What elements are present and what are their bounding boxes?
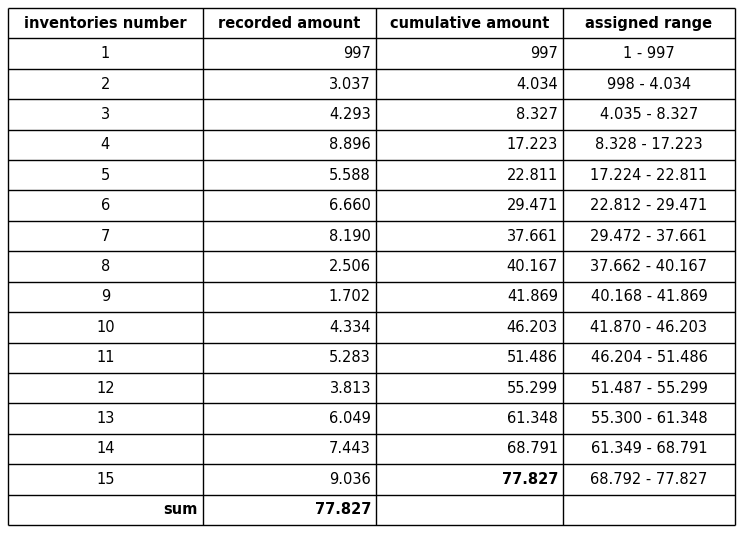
Text: inventories number: inventories number	[24, 15, 186, 31]
Text: 3: 3	[101, 107, 110, 122]
Text: 997: 997	[343, 46, 371, 61]
Text: 4.293: 4.293	[329, 107, 371, 122]
Text: 40.168 - 41.869: 40.168 - 41.869	[591, 289, 707, 304]
Text: 5.588: 5.588	[329, 168, 371, 183]
Text: 46.203: 46.203	[507, 320, 558, 335]
Text: sum: sum	[163, 502, 198, 518]
Text: 7.443: 7.443	[329, 441, 371, 456]
Text: 29.472 - 37.661: 29.472 - 37.661	[591, 229, 707, 244]
Text: 3.813: 3.813	[329, 381, 371, 395]
Text: cumulative amount: cumulative amount	[390, 15, 549, 31]
Text: 51.486: 51.486	[507, 350, 558, 365]
Text: 2.506: 2.506	[329, 259, 371, 274]
Text: 22.812 - 29.471: 22.812 - 29.471	[591, 198, 707, 213]
Text: assigned range: assigned range	[585, 15, 713, 31]
Text: 1.702: 1.702	[329, 289, 371, 304]
Text: 4.334: 4.334	[329, 320, 371, 335]
Text: 68.792 - 77.827: 68.792 - 77.827	[590, 472, 707, 487]
Text: 998 - 4.034: 998 - 4.034	[607, 77, 691, 92]
Text: 55.299: 55.299	[507, 381, 558, 395]
Text: 41.870 - 46.203: 41.870 - 46.203	[591, 320, 707, 335]
Text: 8.328 - 17.223: 8.328 - 17.223	[595, 138, 703, 152]
Text: 11: 11	[96, 350, 114, 365]
Text: 4: 4	[101, 138, 110, 152]
Text: 6.660: 6.660	[329, 198, 371, 213]
Text: 1 - 997: 1 - 997	[623, 46, 675, 61]
Text: 15: 15	[96, 472, 114, 487]
Text: 9.036: 9.036	[329, 472, 371, 487]
Text: 51.487 - 55.299: 51.487 - 55.299	[591, 381, 707, 395]
Text: 2: 2	[101, 77, 110, 92]
Text: 22.811: 22.811	[507, 168, 558, 183]
Text: 55.300 - 61.348: 55.300 - 61.348	[591, 411, 707, 426]
Text: 41.869: 41.869	[507, 289, 558, 304]
Text: 997: 997	[530, 46, 558, 61]
Text: 4.035 - 8.327: 4.035 - 8.327	[600, 107, 698, 122]
Text: 40.167: 40.167	[507, 259, 558, 274]
Text: 1: 1	[101, 46, 110, 61]
Text: 9: 9	[101, 289, 110, 304]
Text: 5: 5	[101, 168, 110, 183]
Text: 61.348: 61.348	[507, 411, 558, 426]
Text: 4.034: 4.034	[516, 77, 558, 92]
Text: 77.827: 77.827	[314, 502, 371, 518]
Text: 37.662 - 40.167: 37.662 - 40.167	[591, 259, 707, 274]
Text: 5.283: 5.283	[329, 350, 371, 365]
Text: 7: 7	[101, 229, 110, 244]
Text: 37.661: 37.661	[507, 229, 558, 244]
Text: 61.349 - 68.791: 61.349 - 68.791	[591, 441, 707, 456]
Text: 8.327: 8.327	[516, 107, 558, 122]
Text: 8.896: 8.896	[329, 138, 371, 152]
Text: 6.049: 6.049	[329, 411, 371, 426]
Text: 8: 8	[101, 259, 110, 274]
Text: 8.190: 8.190	[329, 229, 371, 244]
Text: 68.791: 68.791	[507, 441, 558, 456]
Text: 77.827: 77.827	[502, 472, 558, 487]
Text: 13: 13	[97, 411, 114, 426]
Text: 17.223: 17.223	[507, 138, 558, 152]
Text: 14: 14	[96, 441, 114, 456]
Text: 10: 10	[96, 320, 114, 335]
Text: 6: 6	[101, 198, 110, 213]
Text: 17.224 - 22.811: 17.224 - 22.811	[591, 168, 707, 183]
Text: 12: 12	[96, 381, 114, 395]
Text: 46.204 - 51.486: 46.204 - 51.486	[591, 350, 707, 365]
Text: recorded amount: recorded amount	[218, 15, 360, 31]
Text: 29.471: 29.471	[507, 198, 558, 213]
Text: 3.037: 3.037	[329, 77, 371, 92]
